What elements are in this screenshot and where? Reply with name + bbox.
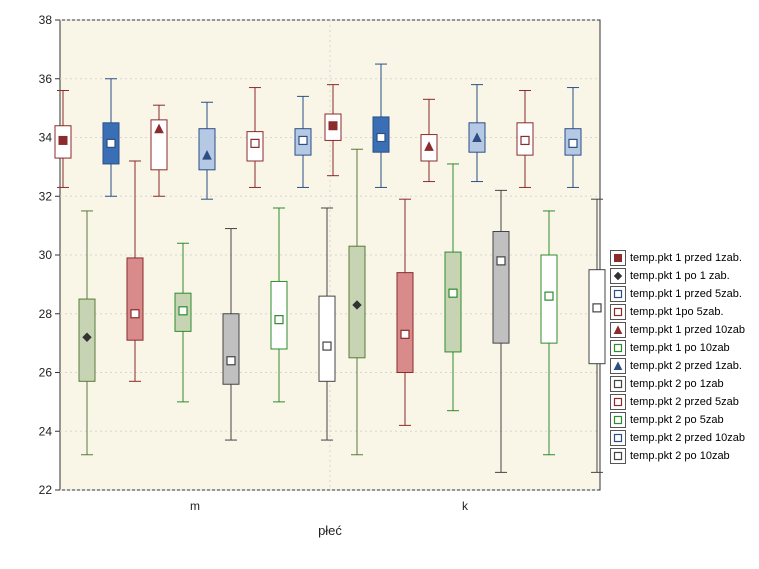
legend-marker xyxy=(610,322,626,338)
legend-marker xyxy=(610,268,626,284)
legend-marker xyxy=(610,250,626,266)
svg-text:24: 24 xyxy=(39,424,53,438)
svg-text:22: 22 xyxy=(39,483,53,497)
svg-text:32: 32 xyxy=(39,189,53,203)
legend-marker xyxy=(610,304,626,320)
legend-item: temp.pkt 2 przed 1zab. xyxy=(610,358,745,374)
legend-label: temp.pkt 1 przed 5zab. xyxy=(630,288,742,300)
boxplot-chart: 22 24 26 28 30 32 34 36 38 m k płeć xyxy=(10,10,610,555)
svg-text:34: 34 xyxy=(39,131,53,145)
legend-marker xyxy=(610,394,626,410)
legend-marker xyxy=(610,412,626,428)
svg-text:28: 28 xyxy=(39,307,53,321)
chart-svg: 22 24 26 28 30 32 34 36 38 m k płeć xyxy=(10,10,610,550)
svg-text:30: 30 xyxy=(39,248,53,262)
svg-text:26: 26 xyxy=(39,366,53,380)
legend-marker xyxy=(610,376,626,392)
legend-item: temp.pkt 1 przed 5zab. xyxy=(610,286,745,302)
legend-label: temp.pkt 1 przed 1zab. xyxy=(630,252,742,264)
legend-label: temp.pkt 1 przed 10zab xyxy=(630,324,745,336)
legend-item: temp.pkt 1po 5zab. xyxy=(610,304,745,320)
legend-item: temp.pkt 1 przed 1zab. xyxy=(610,250,745,266)
legend-label: temp.pkt 1 po 1 zab. xyxy=(630,270,730,282)
legend-label: temp.pkt 1 po 10zab xyxy=(630,342,730,354)
x-axis-label: płeć xyxy=(318,523,342,538)
legend: temp.pkt 1 przed 1zab. temp.pkt 1 po 1 za… xyxy=(610,250,745,466)
legend-marker xyxy=(610,286,626,302)
legend-item: temp.pkt 2 przed 10zab xyxy=(610,430,745,446)
svg-text:36: 36 xyxy=(39,72,53,86)
legend-label: temp.pkt 2 po 1zab xyxy=(630,378,724,390)
legend-marker xyxy=(610,340,626,356)
legend-item: temp.pkt 2 po 10zab xyxy=(610,448,745,464)
legend-item: temp.pkt 1 po 10zab xyxy=(610,340,745,356)
legend-label: temp.pkt 2 po 10zab xyxy=(630,450,730,462)
legend-marker xyxy=(610,430,626,446)
legend-label: temp.pkt 2 przed 1zab. xyxy=(630,360,742,372)
legend-marker xyxy=(610,448,626,464)
legend-item: temp.pkt 2 po 5zab xyxy=(610,412,745,428)
legend-item: temp.pkt 2 przed 5zab xyxy=(610,394,745,410)
legend-item: temp.pkt 2 po 1zab xyxy=(610,376,745,392)
svg-text:k: k xyxy=(462,499,469,513)
legend-item: temp.pkt 1 przed 10zab xyxy=(610,322,745,338)
svg-text:38: 38 xyxy=(39,13,53,27)
legend-marker xyxy=(610,358,626,374)
legend-label: temp.pkt 2 przed 5zab xyxy=(630,396,739,408)
legend-item: temp.pkt 1 po 1 zab. xyxy=(610,268,745,284)
legend-label: temp.pkt 2 po 5zab xyxy=(630,414,724,426)
svg-text:m: m xyxy=(190,499,200,513)
legend-label: temp.pkt 2 przed 10zab xyxy=(630,432,745,444)
legend-label: temp.pkt 1po 5zab. xyxy=(630,306,724,318)
